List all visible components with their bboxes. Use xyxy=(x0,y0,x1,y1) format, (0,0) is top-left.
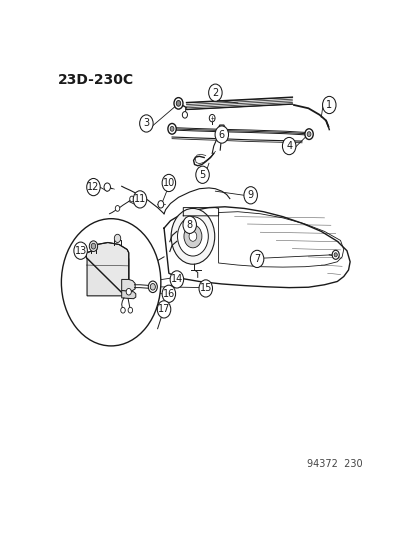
Text: 10: 10 xyxy=(162,178,175,188)
Circle shape xyxy=(333,253,337,257)
Circle shape xyxy=(170,126,173,131)
Polygon shape xyxy=(121,290,135,298)
Text: 94372  230: 94372 230 xyxy=(306,459,362,470)
Circle shape xyxy=(209,115,214,122)
Circle shape xyxy=(189,231,196,241)
Circle shape xyxy=(162,285,175,302)
Circle shape xyxy=(306,132,310,136)
Circle shape xyxy=(133,191,146,208)
Text: 15: 15 xyxy=(199,284,211,294)
Circle shape xyxy=(128,308,132,313)
Text: 13: 13 xyxy=(74,246,87,256)
Circle shape xyxy=(214,126,228,143)
Circle shape xyxy=(168,124,176,134)
Circle shape xyxy=(148,281,157,293)
Polygon shape xyxy=(217,125,225,134)
Text: 16: 16 xyxy=(162,289,175,299)
Text: 4: 4 xyxy=(285,141,292,151)
Text: 5: 5 xyxy=(199,170,205,180)
Circle shape xyxy=(322,96,335,114)
Text: 12: 12 xyxy=(87,182,100,192)
Polygon shape xyxy=(86,243,128,298)
Circle shape xyxy=(250,251,263,268)
Circle shape xyxy=(86,179,100,196)
Circle shape xyxy=(219,127,223,132)
Circle shape xyxy=(183,216,196,233)
Circle shape xyxy=(304,129,313,140)
Circle shape xyxy=(139,115,153,132)
Text: 23D-230C: 23D-230C xyxy=(58,73,134,87)
Polygon shape xyxy=(121,279,135,292)
Text: 3: 3 xyxy=(143,118,149,128)
Circle shape xyxy=(282,138,295,155)
Circle shape xyxy=(150,284,155,290)
Circle shape xyxy=(208,84,222,101)
Circle shape xyxy=(91,243,95,249)
Circle shape xyxy=(171,208,214,264)
Text: 8: 8 xyxy=(186,220,192,230)
Circle shape xyxy=(126,288,131,295)
Circle shape xyxy=(170,271,183,288)
Circle shape xyxy=(104,183,110,191)
Circle shape xyxy=(331,251,338,260)
Text: 1: 1 xyxy=(325,100,332,110)
Circle shape xyxy=(89,241,97,252)
Circle shape xyxy=(177,216,208,256)
Text: 6: 6 xyxy=(218,130,224,140)
Circle shape xyxy=(162,174,175,191)
Polygon shape xyxy=(87,253,128,296)
Circle shape xyxy=(115,206,119,211)
Circle shape xyxy=(61,219,161,346)
Circle shape xyxy=(173,98,183,109)
Circle shape xyxy=(176,101,180,106)
Circle shape xyxy=(182,111,187,118)
Text: 11: 11 xyxy=(133,195,146,204)
Circle shape xyxy=(121,308,125,313)
Text: 7: 7 xyxy=(253,254,260,264)
Circle shape xyxy=(129,196,134,202)
Circle shape xyxy=(74,242,87,260)
Circle shape xyxy=(158,200,163,208)
Circle shape xyxy=(114,235,121,243)
Text: 2: 2 xyxy=(212,88,218,98)
Circle shape xyxy=(195,166,209,183)
Text: 14: 14 xyxy=(170,274,183,285)
Circle shape xyxy=(157,301,171,318)
Text: 9: 9 xyxy=(247,190,253,200)
Circle shape xyxy=(199,280,212,297)
Circle shape xyxy=(183,225,202,248)
Circle shape xyxy=(243,187,257,204)
Text: 17: 17 xyxy=(157,304,170,314)
